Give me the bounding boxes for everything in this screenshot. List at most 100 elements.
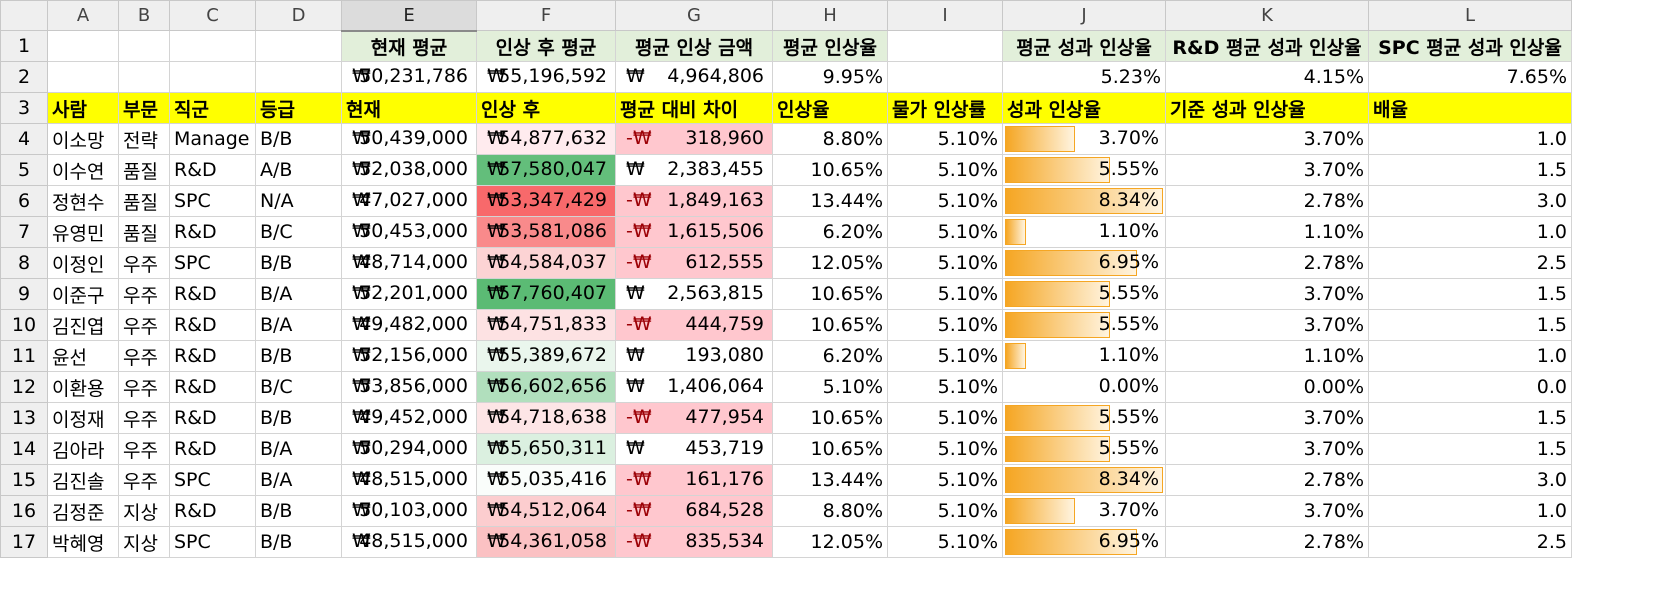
cell-f9[interactable]: ₩57,760,407 (476, 278, 616, 310)
cell-g15[interactable]: -₩ 161,176 (615, 464, 773, 496)
cell-c9[interactable]: R&D (169, 278, 256, 310)
column-title-c[interactable]: 직군 (169, 92, 256, 124)
cell-g7[interactable]: -₩ 1,615,506 (615, 216, 773, 248)
cell-g10[interactable]: -₩ 444,759 (615, 309, 773, 341)
cell-d2[interactable] (255, 61, 342, 93)
cell-i17[interactable]: 5.10% (887, 526, 1003, 558)
cell-e9[interactable]: ₩52,201,000 (341, 278, 477, 310)
column-title-h[interactable]: 인상율 (772, 92, 888, 124)
cell-h14[interactable]: 10.65% (772, 433, 888, 465)
cell-f5[interactable]: ₩57,580,047 (476, 154, 616, 186)
cell-b10[interactable]: 우주 (118, 309, 170, 341)
cell-k12[interactable]: 0.00% (1165, 371, 1369, 403)
cell-h1[interactable]: 평균 인상율 (772, 30, 888, 62)
cell-a11[interactable]: 윤선 (47, 340, 119, 372)
cell-a4[interactable]: 이소망 (47, 123, 119, 155)
row-header-5[interactable]: 5 (0, 154, 48, 186)
row-header-16[interactable]: 16 (0, 495, 48, 527)
cell-e15[interactable]: ₩48,515,000 (341, 464, 477, 496)
cell-c7[interactable]: R&D (169, 216, 256, 248)
cell-a6[interactable]: 정현수 (47, 185, 119, 217)
row-header-6[interactable]: 6 (0, 185, 48, 217)
cell-l1[interactable]: SPC 평균 성과 인상율 (1368, 30, 1572, 62)
cell-a14[interactable]: 김아라 (47, 433, 119, 465)
cell-j13[interactable]: 5.55% (1002, 402, 1166, 434)
cell-g14[interactable]: ₩453,719 (615, 433, 773, 465)
row-header-17[interactable]: 17 (0, 526, 48, 558)
cell-k10[interactable]: 3.70% (1165, 309, 1369, 341)
cell-g9[interactable]: ₩2,563,815 (615, 278, 773, 310)
cell-k9[interactable]: 3.70% (1165, 278, 1369, 310)
cell-b8[interactable]: 우주 (118, 247, 170, 279)
cell-l2[interactable]: 7.65% (1368, 61, 1572, 93)
cell-l8[interactable]: 2.5 (1368, 247, 1572, 279)
column-title-j[interactable]: 성과 인상율 (1002, 92, 1166, 124)
cell-b7[interactable]: 품질 (118, 216, 170, 248)
cell-h4[interactable]: 8.80% (772, 123, 888, 155)
cell-c13[interactable]: R&D (169, 402, 256, 434)
cell-b6[interactable]: 품질 (118, 185, 170, 217)
cell-b1[interactable] (118, 30, 170, 62)
cell-l9[interactable]: 1.5 (1368, 278, 1572, 310)
cell-j4[interactable]: 3.70% (1002, 123, 1166, 155)
cell-c6[interactable]: SPC (169, 185, 256, 217)
cell-f13[interactable]: ₩54,718,638 (476, 402, 616, 434)
cell-b17[interactable]: 지상 (118, 526, 170, 558)
cell-d5[interactable]: A/B (255, 154, 342, 186)
cell-b11[interactable]: 우주 (118, 340, 170, 372)
cell-e8[interactable]: ₩48,714,000 (341, 247, 477, 279)
cell-g6[interactable]: -₩ 1,849,163 (615, 185, 773, 217)
cell-e6[interactable]: ₩47,027,000 (341, 185, 477, 217)
cell-e12[interactable]: ₩53,856,000 (341, 371, 477, 403)
cell-k6[interactable]: 2.78% (1165, 185, 1369, 217)
cell-f4[interactable]: ₩54,877,632 (476, 123, 616, 155)
column-title-a[interactable]: 사람 (47, 92, 119, 124)
cell-f10[interactable]: ₩54,751,833 (476, 309, 616, 341)
cell-d7[interactable]: B/C (255, 216, 342, 248)
cell-g12[interactable]: ₩1,406,064 (615, 371, 773, 403)
cell-g2[interactable]: ₩4,964,806 (615, 61, 773, 93)
cell-k15[interactable]: 2.78% (1165, 464, 1369, 496)
cell-h16[interactable]: 8.80% (772, 495, 888, 527)
cell-l13[interactable]: 1.5 (1368, 402, 1572, 434)
row-header-11[interactable]: 11 (0, 340, 48, 372)
cell-c2[interactable] (169, 61, 256, 93)
column-header-d[interactable]: D (255, 0, 342, 31)
cell-f14[interactable]: ₩55,650,311 (476, 433, 616, 465)
cell-h6[interactable]: 13.44% (772, 185, 888, 217)
cell-d10[interactable]: B/A (255, 309, 342, 341)
column-header-e[interactable]: E (341, 0, 477, 32)
row-header-3[interactable]: 3 (0, 92, 48, 124)
cell-c10[interactable]: R&D (169, 309, 256, 341)
cell-g11[interactable]: ₩193,080 (615, 340, 773, 372)
row-header-2[interactable]: 2 (0, 61, 48, 93)
column-title-l[interactable]: 배율 (1368, 92, 1572, 124)
cell-c11[interactable]: R&D (169, 340, 256, 372)
column-title-k[interactable]: 기준 성과 인상율 (1165, 92, 1369, 124)
cell-b16[interactable]: 지상 (118, 495, 170, 527)
cell-k1[interactable]: R&D 평균 성과 인상율 (1165, 30, 1369, 62)
cell-b2[interactable] (118, 61, 170, 93)
cell-e5[interactable]: ₩52,038,000 (341, 154, 477, 186)
cell-f1[interactable]: 인상 후 평균 (476, 30, 616, 62)
cell-l4[interactable]: 1.0 (1368, 123, 1572, 155)
cell-b14[interactable]: 우주 (118, 433, 170, 465)
cell-j15[interactable]: 8.34% (1002, 464, 1166, 496)
cell-a9[interactable]: 이준구 (47, 278, 119, 310)
cell-b12[interactable]: 우주 (118, 371, 170, 403)
cell-a8[interactable]: 이정인 (47, 247, 119, 279)
cell-j5[interactable]: 5.55% (1002, 154, 1166, 186)
cell-j11[interactable]: 1.10% (1002, 340, 1166, 372)
cell-d17[interactable]: B/B (255, 526, 342, 558)
cell-d13[interactable]: B/B (255, 402, 342, 434)
cell-l14[interactable]: 1.5 (1368, 433, 1572, 465)
cell-h15[interactable]: 13.44% (772, 464, 888, 496)
cell-g4[interactable]: -₩ 318,960 (615, 123, 773, 155)
cell-j12[interactable]: 0.00% (1002, 371, 1166, 403)
cell-l7[interactable]: 1.0 (1368, 216, 1572, 248)
cell-j6[interactable]: 8.34% (1002, 185, 1166, 217)
cell-l6[interactable]: 3.0 (1368, 185, 1572, 217)
row-header-13[interactable]: 13 (0, 402, 48, 434)
cell-c14[interactable]: R&D (169, 433, 256, 465)
cell-h8[interactable]: 12.05% (772, 247, 888, 279)
